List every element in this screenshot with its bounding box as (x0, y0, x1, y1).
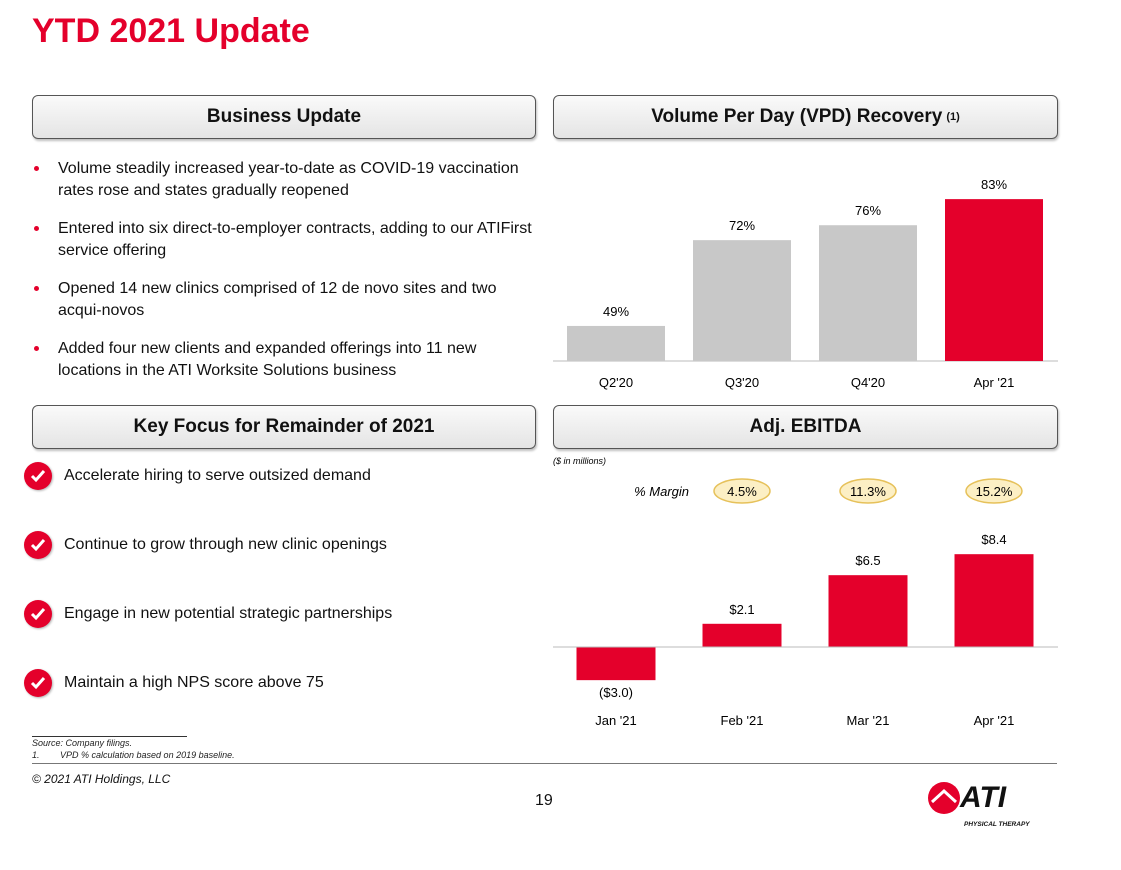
vpd-bar (567, 325, 665, 361)
margin-badge (965, 478, 1023, 504)
vpd-header: Volume Per Day (VPD) Recovery (1) (553, 95, 1058, 139)
ebitda-value-label: $6.5 (855, 553, 880, 568)
key-focus-label: Maintain a high NPS score above 75 (64, 674, 324, 691)
margin-value: 15.2% (976, 484, 1013, 499)
business-update-header: Business Update (32, 95, 536, 139)
key-focus-item: Engage in new potential strategic partne… (24, 600, 392, 628)
margin-value: 4.5% (727, 484, 757, 499)
copyright: © 2021 ATI Holdings, LLC (32, 772, 171, 786)
logo-subtitle: PHYSICAL THERAPY (964, 821, 1030, 828)
vpd-bar (693, 240, 791, 361)
checkmark-icon (24, 600, 52, 628)
vpd-category-label: Apr '21 (974, 375, 1015, 390)
footnote-number: 1. (32, 750, 40, 760)
ebitda-category-label: Mar '21 (847, 713, 890, 728)
footnote-text: VPD % calculation based on 2019 baseline… (60, 750, 235, 760)
ati-logo: ATI PHYSICAL THERAPY (924, 780, 1059, 830)
logo-wordmark: ATI (959, 781, 1007, 814)
key-focus-item: Continue to grow through new clinic open… (24, 531, 387, 559)
ebitda-chart: ($ in millions) % Margin 4.5% 11.3% 15.2% ($3… (553, 456, 1058, 728)
units-note: ($ in millions) (553, 456, 606, 466)
margin-value: 11.3% (850, 484, 886, 499)
ati-logo-icon: ATI PHYSICAL THERAPY (928, 781, 1030, 828)
checkmark-icon (24, 462, 52, 490)
checkmark-icon (24, 669, 52, 697)
ebitda-category-label: Feb '21 (721, 713, 764, 728)
vpd-category-label: Q4'20 (851, 375, 885, 390)
key-focus-label: Accelerate hiring to serve outsized dema… (64, 467, 371, 484)
slide-title: YTD 2021 Update (32, 12, 310, 50)
key-focus-header: Key Focus for Remainder of 2021 (32, 405, 536, 449)
key-focus-label: Continue to grow through new clinic open… (64, 536, 387, 553)
key-focus-label: Engage in new potential strategic partne… (64, 605, 393, 622)
ebitda-value-label: $8.4 (981, 532, 1006, 547)
key-focus-item: Accelerate hiring to serve outsized dema… (24, 462, 371, 490)
vpd-bar (945, 199, 1043, 361)
ebitda-category-label: Jan '21 (595, 713, 637, 728)
ebitda-bar (828, 575, 908, 647)
ebitda-bar (702, 623, 782, 647)
key-focus-item: Maintain a high NPS score above 75 (24, 669, 324, 697)
source-note: Source: Company filings. (32, 738, 133, 748)
list-item: Opened 14 new clinics comprised of 12 de… (30, 278, 535, 322)
vpd-footnote-ref: (1) (946, 111, 960, 123)
vpd-value-label: 72% (729, 218, 755, 233)
margin-label: % Margin (634, 484, 689, 499)
ebitda-value-label: ($3.0) (599, 685, 633, 700)
footer-divider (32, 763, 1057, 764)
business-update-list: Volume steadily increased year-to-date a… (30, 158, 535, 398)
checkmark-icon (24, 531, 52, 559)
list-item: Entered into six direct-to-employer cont… (30, 218, 535, 262)
ebitda-bar (954, 554, 1034, 647)
vpd-title: Volume Per Day (VPD) Recovery (651, 106, 943, 127)
ebitda-header: Adj. EBITDA (553, 405, 1058, 449)
ebitda-value-label: $2.1 (729, 602, 754, 617)
vpd-value-label: 49% (603, 304, 629, 319)
vpd-chart: 49% Q2'20 72% Q3'20 76% Q4'20 83% Apr '21 (553, 177, 1058, 390)
page-number: 19 (535, 792, 553, 809)
footnote-divider (32, 736, 187, 737)
ebitda-category-label: Apr '21 (974, 713, 1015, 728)
ebitda-bar (576, 647, 656, 681)
vpd-value-label: 76% (855, 203, 881, 218)
vpd-bar (819, 225, 917, 361)
margin-badge (713, 478, 771, 504)
vpd-category-label: Q3'20 (725, 375, 759, 390)
vpd-value-label: 83% (981, 177, 1007, 192)
vpd-category-label: Q2'20 (599, 375, 633, 390)
margin-badge (839, 478, 897, 504)
list-item: Added four new clients and expanded offe… (30, 338, 535, 382)
list-item: Volume steadily increased year-to-date a… (30, 158, 535, 202)
